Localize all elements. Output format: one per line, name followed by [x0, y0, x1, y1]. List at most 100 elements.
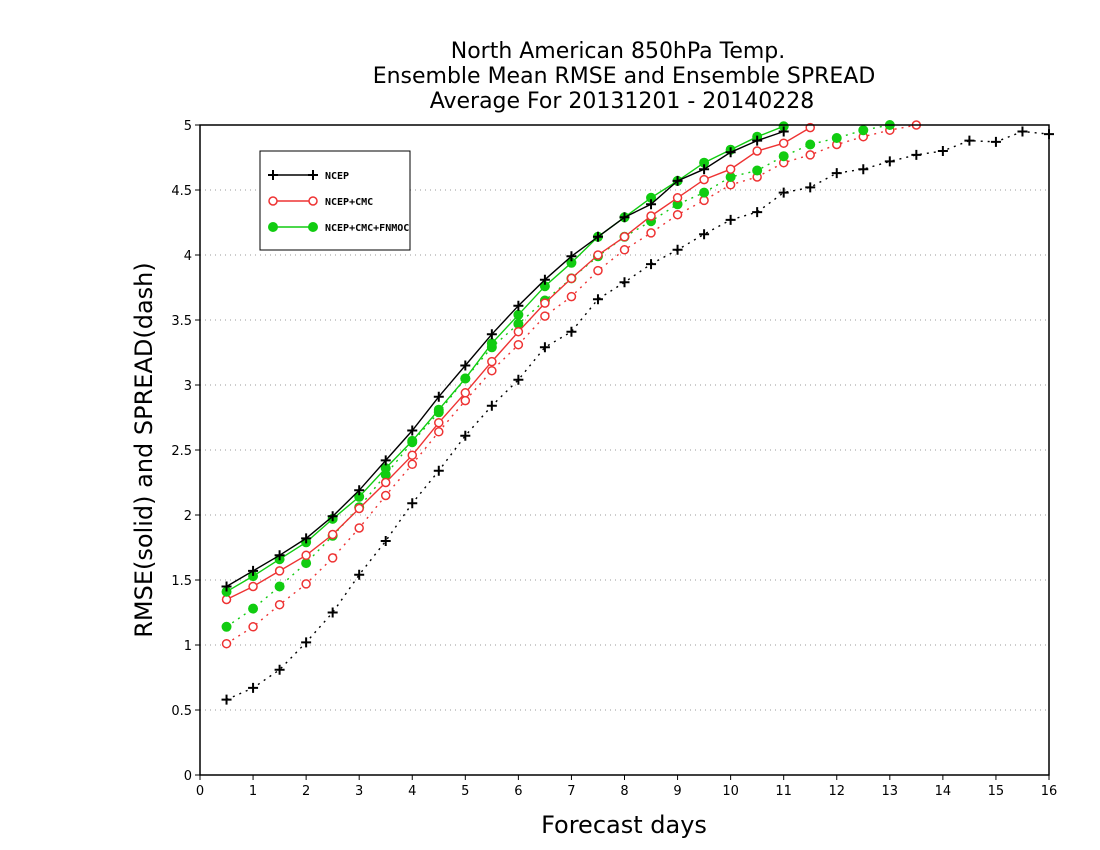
data-point	[354, 503, 364, 514]
data-point	[380, 490, 391, 501]
data-point	[540, 311, 550, 321]
data-point	[433, 404, 444, 415]
data-point	[486, 400, 497, 411]
series-ncep-rmse	[221, 126, 789, 592]
y-tick-label: 1	[184, 639, 192, 654]
data-point	[725, 164, 736, 174]
legend-marker-start	[268, 170, 278, 180]
data-point	[327, 529, 338, 540]
data-point	[619, 212, 630, 223]
y-tick-label: 3	[184, 379, 192, 394]
data-point	[699, 174, 709, 185]
data-point	[539, 274, 550, 285]
data-point	[1017, 126, 1028, 137]
legend-label: NCEP+CMC	[325, 197, 373, 208]
data-point	[593, 250, 603, 260]
data-point	[884, 156, 895, 167]
y-tick-label: 2.5	[171, 444, 192, 459]
data-point	[619, 277, 630, 288]
data-point	[513, 309, 524, 320]
y-tick-label: 2	[184, 509, 192, 524]
data-point	[487, 356, 497, 367]
data-point	[407, 435, 418, 446]
data-point	[778, 151, 789, 162]
legend-marker-end	[308, 170, 318, 180]
data-point	[274, 550, 285, 561]
data-point	[354, 523, 364, 533]
data-point	[592, 231, 603, 242]
data-point	[911, 149, 922, 160]
data-point	[354, 485, 365, 496]
x-tick-label: 10	[722, 784, 739, 799]
data-point	[566, 251, 577, 262]
legend-item: NCEP+CMC	[268, 196, 373, 208]
data-point	[221, 694, 232, 705]
gridlines	[200, 189, 1049, 711]
data-point	[513, 300, 524, 311]
legend-label: NCEP	[325, 171, 349, 182]
data-point	[486, 329, 497, 340]
data-point	[327, 553, 338, 563]
data-point	[221, 581, 232, 592]
y-tick-label: 4	[184, 249, 192, 264]
series-layer	[221, 120, 1054, 705]
x-tick-label: 5	[461, 784, 469, 799]
data-point	[540, 298, 550, 308]
x-tick-label: 1	[249, 784, 257, 799]
x-tick-label: 14	[935, 784, 952, 799]
data-point	[380, 536, 391, 546]
data-point	[752, 146, 762, 156]
legend-marker-start	[268, 222, 278, 232]
data-point	[301, 550, 311, 561]
title-line-3: Average For 20131201 - 20140228	[430, 89, 815, 114]
x-axis-label: Forecast days	[541, 811, 707, 839]
data-point	[964, 135, 975, 146]
data-point	[274, 664, 285, 675]
data-point	[778, 138, 789, 148]
data-point	[937, 146, 948, 156]
data-point	[274, 566, 285, 576]
data-point	[248, 603, 259, 614]
data-point	[460, 430, 471, 441]
data-point	[301, 533, 312, 544]
data-point	[619, 245, 630, 255]
x-tick-label: 15	[988, 784, 1005, 799]
y-tick-label: 4.5	[171, 184, 192, 199]
legend: NCEP NCEP+CMC NCEP+CMC+FNMOC	[259, 150, 411, 251]
data-point	[831, 168, 842, 179]
data-point	[460, 388, 471, 398]
data-point	[672, 193, 683, 203]
data-point	[566, 326, 577, 337]
data-point	[619, 232, 630, 242]
y-axis-label: RMSE(solid) and SPREAD(dash)	[130, 262, 158, 638]
data-point	[805, 139, 816, 150]
series-line-ncep-rmse	[226, 130, 784, 588]
data-point	[699, 187, 710, 198]
legend-item: NCEP	[268, 170, 349, 182]
data-point	[486, 338, 497, 349]
data-point	[566, 273, 577, 284]
data-point	[407, 459, 417, 470]
data-point	[672, 244, 683, 255]
data-point	[248, 682, 259, 693]
data-point	[460, 360, 471, 371]
data-point	[248, 622, 258, 632]
y-tick-label: 1.5	[171, 574, 192, 589]
data-point	[592, 294, 603, 305]
data-point	[513, 339, 524, 350]
data-point	[434, 417, 444, 428]
data-point	[672, 175, 683, 186]
data-point	[301, 579, 311, 589]
data-point	[460, 373, 471, 384]
data-point	[274, 581, 285, 592]
title-line-1: North American 850hPa Temp.	[451, 39, 786, 64]
data-point	[407, 498, 418, 509]
y-tick-label: 0	[184, 769, 192, 784]
data-point	[221, 638, 232, 649]
data-point	[699, 229, 710, 240]
series-ncep-cmc-rmse	[221, 122, 815, 605]
data-point	[752, 207, 763, 218]
x-tick-label: 9	[673, 784, 681, 799]
y-tick-label: 0.5	[171, 704, 192, 719]
